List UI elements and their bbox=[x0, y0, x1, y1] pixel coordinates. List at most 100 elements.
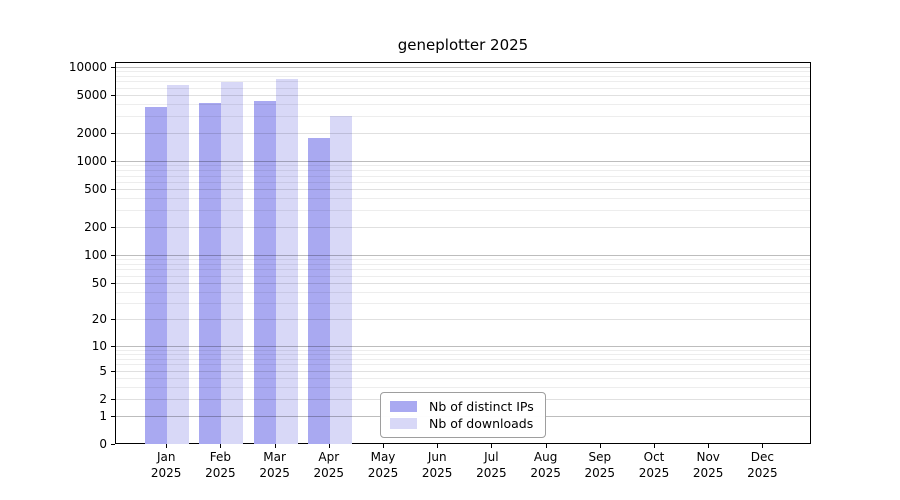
legend-swatch-distinct-ips bbox=[390, 400, 417, 412]
gridline bbox=[116, 87, 810, 89]
y-tick-label: 100 bbox=[84, 247, 107, 262]
x-axis-tick bbox=[545, 444, 547, 448]
bar-apr-distinct-ips bbox=[307, 137, 330, 444]
chart-title: geneplotter 2025 bbox=[397, 36, 529, 54]
y-axis-tick bbox=[111, 226, 115, 228]
gridline bbox=[116, 263, 810, 265]
gridline bbox=[116, 160, 810, 162]
y-axis-tick bbox=[111, 66, 115, 68]
gridline bbox=[116, 198, 810, 200]
y-axis-tick bbox=[111, 160, 115, 162]
bar-jan-downloads bbox=[167, 85, 190, 444]
gridline bbox=[116, 319, 810, 321]
y-axis-tick bbox=[111, 254, 115, 256]
gridline bbox=[116, 75, 810, 77]
gridline bbox=[116, 189, 810, 191]
y-tick-label: 1 bbox=[99, 408, 107, 423]
gridline bbox=[116, 291, 810, 293]
x-axis-tick bbox=[437, 444, 439, 448]
gridline bbox=[116, 66, 810, 68]
y-axis-tick bbox=[111, 189, 115, 191]
x-axis-tick bbox=[599, 444, 601, 448]
bar-apr-downloads bbox=[329, 115, 352, 444]
gridline bbox=[116, 71, 810, 72]
gridline bbox=[116, 81, 810, 83]
gridline bbox=[116, 269, 810, 271]
gridline bbox=[116, 165, 810, 167]
x-tick-label-jun: Jun 2025 bbox=[421, 450, 453, 480]
x-tick-label-sep: Sep 2025 bbox=[584, 450, 616, 480]
x-axis-tick bbox=[166, 444, 168, 448]
bar-feb-distinct-ips bbox=[199, 103, 222, 444]
x-tick-label-nov: Nov 2025 bbox=[692, 450, 724, 480]
y-axis-tick bbox=[111, 345, 115, 347]
gridline bbox=[116, 303, 810, 305]
gridline bbox=[116, 275, 810, 277]
y-tick-label: 10000 bbox=[68, 59, 107, 74]
gridline bbox=[116, 175, 810, 177]
y-tick-label: 2 bbox=[99, 391, 107, 406]
y-tick-label: 20 bbox=[91, 312, 107, 327]
gridline bbox=[116, 181, 810, 183]
x-tick-label-feb: Feb 2025 bbox=[205, 450, 236, 480]
y-axis-tick bbox=[111, 132, 115, 134]
y-tick-label: 500 bbox=[84, 182, 107, 197]
gridline bbox=[116, 378, 810, 380]
x-tick-label-jan: Jan 2025 bbox=[150, 450, 182, 480]
x-axis-tick bbox=[383, 444, 384, 448]
y-tick-label: 50 bbox=[91, 275, 107, 290]
x-tick-label-dec: Dec 2025 bbox=[747, 450, 778, 480]
x-axis-tick bbox=[491, 444, 493, 448]
gridline bbox=[116, 210, 810, 212]
gridline bbox=[116, 95, 810, 97]
x-tick-label-oct: Oct 2025 bbox=[638, 450, 670, 480]
legend: Nb of distinct IPs Nb of downloads bbox=[380, 392, 546, 438]
x-axis-tick bbox=[762, 444, 764, 448]
x-tick-label-may: May 2025 bbox=[367, 450, 399, 480]
gridline bbox=[116, 132, 810, 134]
y-tick-label: 200 bbox=[84, 219, 107, 234]
gridline bbox=[116, 254, 810, 256]
gridline bbox=[116, 116, 810, 117]
x-tick-label-aug: Aug 2025 bbox=[530, 450, 561, 480]
gridline bbox=[116, 170, 810, 172]
bar-feb-downloads bbox=[221, 81, 244, 444]
gridline bbox=[116, 370, 810, 372]
bar-mar-distinct-ips bbox=[253, 100, 276, 444]
x-axis-tick bbox=[654, 444, 655, 448]
legend-row-distinct-ips: Nb of distinct IPs bbox=[390, 399, 536, 414]
bar-jan-distinct-ips bbox=[145, 107, 168, 444]
y-axis-tick bbox=[111, 444, 115, 445]
gridline bbox=[116, 104, 810, 106]
y-axis-tick bbox=[111, 95, 115, 97]
y-axis-tick bbox=[111, 415, 115, 417]
bar-mar-downloads bbox=[275, 78, 298, 444]
x-tick-label-jul: Jul 2025 bbox=[476, 450, 507, 480]
gridline bbox=[116, 345, 810, 347]
legend-label-downloads: Nb of downloads bbox=[429, 416, 534, 432]
x-tick-label-apr: Apr 2025 bbox=[313, 450, 345, 480]
x-axis-tick bbox=[708, 444, 710, 448]
x-axis-tick bbox=[274, 444, 276, 448]
x-axis-tick bbox=[328, 444, 330, 448]
y-axis-tick bbox=[111, 282, 115, 284]
y-tick-label: 2000 bbox=[76, 125, 107, 140]
y-axis-tick bbox=[111, 319, 115, 321]
y-axis-tick bbox=[111, 370, 115, 372]
y-tick-label: 1000 bbox=[76, 153, 107, 168]
y-axis-tick bbox=[111, 398, 115, 400]
gridline bbox=[116, 282, 810, 284]
gridline bbox=[116, 387, 810, 389]
legend-label-distinct-ips: Nb of distinct IPs bbox=[429, 398, 534, 414]
x-axis-tick bbox=[220, 444, 222, 448]
legend-swatch-downloads bbox=[390, 418, 417, 430]
y-tick-label: 5000 bbox=[76, 88, 107, 103]
plot-area: Nb of distinct IPs Nb of downloads bbox=[115, 62, 811, 444]
y-tick-label: 0 bbox=[99, 437, 107, 451]
y-tick-label: 5 bbox=[99, 363, 107, 378]
gridline bbox=[116, 358, 810, 360]
y-tick-label: 10 bbox=[91, 338, 107, 353]
gridline bbox=[116, 364, 810, 366]
gridline bbox=[116, 349, 810, 351]
